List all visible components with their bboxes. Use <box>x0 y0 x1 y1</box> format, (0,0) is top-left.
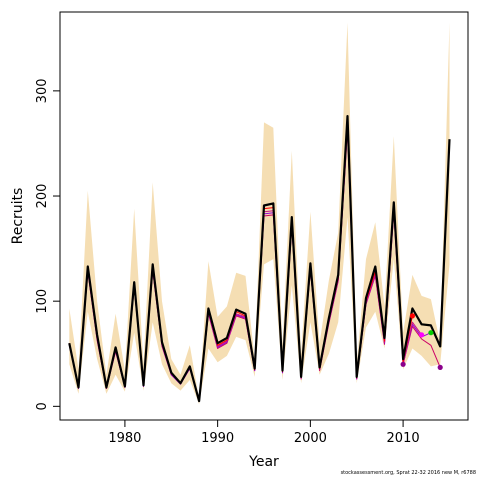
y-axis-label: Recruits <box>10 188 26 245</box>
x-tick-label-2000: 2000 <box>294 431 327 446</box>
x-tick-label-1980: 1980 <box>108 431 141 446</box>
data-point-marker-3 <box>428 330 434 336</box>
y-tick-label-300: 300 <box>35 78 50 103</box>
x-tick-label-2010: 2010 <box>387 431 420 446</box>
y-axis: 0 100 200 300 <box>35 78 60 410</box>
series-line-main <box>68 114 451 403</box>
footnote: stockassessment.org, Sprat 22-32 2016 ne… <box>340 470 476 476</box>
y-tick-label-100: 100 <box>35 289 50 314</box>
y-tick-label-0: 0 <box>35 402 50 410</box>
y-tick-label-200: 200 <box>35 184 50 209</box>
data-point-marker-4 <box>437 364 443 370</box>
plot-frame <box>59 11 469 421</box>
x-axis-label: Year <box>248 454 279 470</box>
marker-layer <box>400 313 443 370</box>
x-tick-label-1990: 1990 <box>201 431 234 446</box>
data-point-marker-1 <box>409 313 415 319</box>
data-point-marker-0 <box>400 361 406 367</box>
data-point-marker-2 <box>419 332 425 338</box>
series-layer <box>68 114 451 403</box>
x-axis: 1980 1990 2000 2010 <box>108 420 420 446</box>
